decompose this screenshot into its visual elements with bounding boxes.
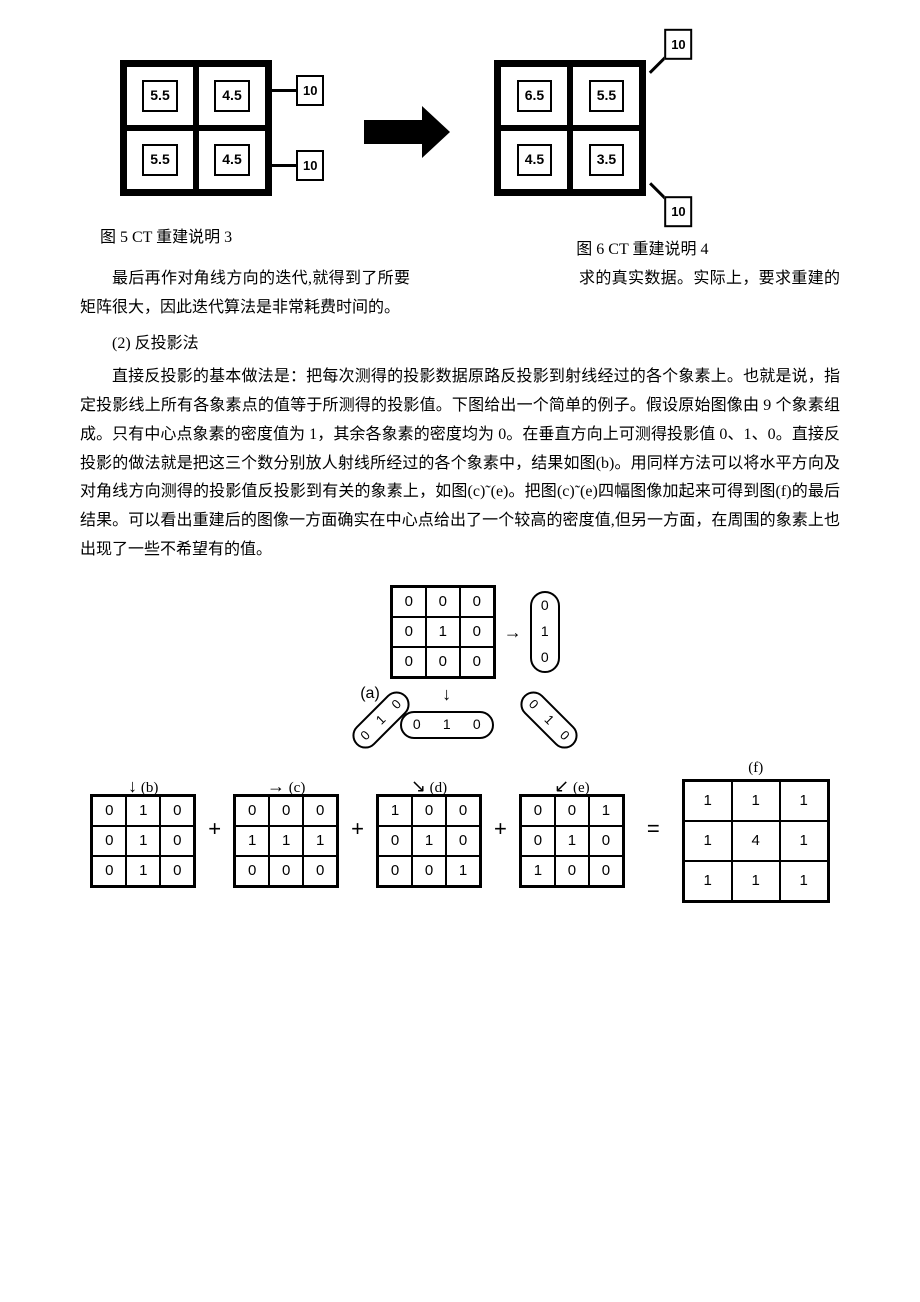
arrow-icon [364,120,424,144]
backprojection-figure: (a) 000 010 000 → 0 1 0 0 1 [80,585,840,903]
equals: = [647,809,660,849]
fig5-cell-00: 5.5 [142,80,177,111]
subsection-heading: (2) 反投影法 [80,330,840,359]
d-grid: 100 010 001 [376,794,482,888]
e-grid: 001 010 100 [519,794,625,888]
fig5-grid: 5.5 4.5 5.5 4.5 [120,60,272,196]
paragraph-2: 直接反投影的基本做法是：把每次测得的投影数据原路反投影到射线经过的各个象素上。也… [80,363,840,565]
figures-5-6-row: 5.5 4.5 5.5 4.5 10 10 6.5 5.5 4.5 3.5 10 [80,60,840,196]
a-grid: 000 010 000 [390,585,496,679]
arrow-down-icon: ↓ [442,684,451,704]
label-f: (f) [748,760,763,776]
paragraph-1: 最后再作对角线方向的迭代,就得到了所要 求的真实数据。实际上，要求重建的矩阵很大… [80,265,840,323]
fig6-cell-10: 4.5 [517,144,552,175]
fig5-caption: 图 5 CT 重建说明 3 [100,224,445,253]
c-grid: 000 111 000 [233,794,339,888]
figure-6: 6.5 5.5 4.5 3.5 10 10 [494,60,646,196]
fig6-proj-top: 10 [664,29,692,60]
fig6-caption: 图 6 CT 重建说明 4 [445,236,840,265]
b-grid: 010 010 010 [90,794,196,888]
fig5-proj-r0: 10 [296,75,324,106]
fig5-cell-11: 4.5 [214,144,249,175]
plus-3: + [494,809,507,849]
plus-1: + [208,809,221,849]
fig6-grid: 6.5 5.5 4.5 3.5 [494,60,646,196]
a-proj-bottom: 0 1 0 [400,711,494,739]
f-grid: 111 141 111 [682,779,830,903]
fig5-cell-10: 5.5 [142,144,177,175]
arrow-right-icon: → [504,616,522,648]
figure-5: 5.5 4.5 5.5 4.5 10 10 [120,60,324,196]
fig6-cell-11: 3.5 [589,144,624,175]
fig5-cell-01: 4.5 [214,80,249,111]
a-proj-right: 0 1 0 [530,591,560,673]
captions-row: 图 5 CT 重建说明 3 图 6 CT 重建说明 4 [80,206,840,265]
p1-part-a: 最后再作对角线方向的迭代,就得到了所要 [112,270,410,287]
fig6-cell-01: 5.5 [589,80,624,111]
plus-2: + [351,809,364,849]
fig6-proj-bottom: 10 [664,196,692,227]
fig5-proj-r1: 10 [296,150,324,181]
fig6-cell-00: 6.5 [517,80,552,111]
a-proj-diag-tr: 0 1 0 [515,686,583,754]
